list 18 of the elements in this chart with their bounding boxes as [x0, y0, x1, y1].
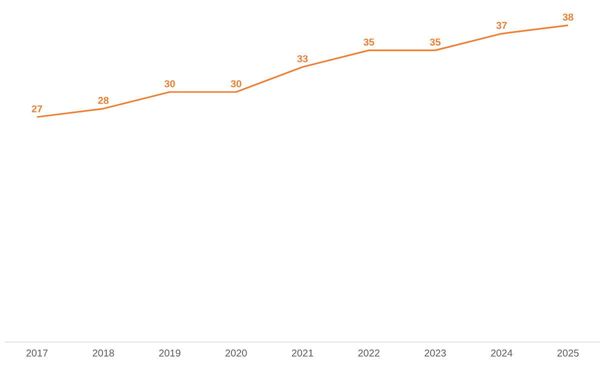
data-label: 33 [297, 55, 308, 62]
data-label: 27 [32, 105, 42, 112]
x-tick-label: 2018 [92, 350, 114, 357]
x-tick-label: 2025 [557, 350, 579, 357]
data-label: 35 [430, 38, 441, 46]
data-label: 37 [496, 22, 507, 29]
data-label: 30 [164, 80, 175, 88]
x-tick-label: 2021 [292, 350, 314, 357]
data-label: 38 [562, 14, 574, 21]
data-label: 30 [230, 80, 242, 88]
x-tick-label: 2019 [159, 350, 180, 357]
x-tick-label: 2020 [226, 350, 247, 357]
data-label: 28 [98, 96, 109, 104]
data-label: 35 [364, 38, 374, 46]
x-tick-label: 2023 [424, 350, 446, 357]
x-tick-label: 2022 [358, 350, 380, 357]
x-tick-label: 2024 [491, 350, 512, 357]
x-tick-label: 2017 [26, 350, 48, 357]
